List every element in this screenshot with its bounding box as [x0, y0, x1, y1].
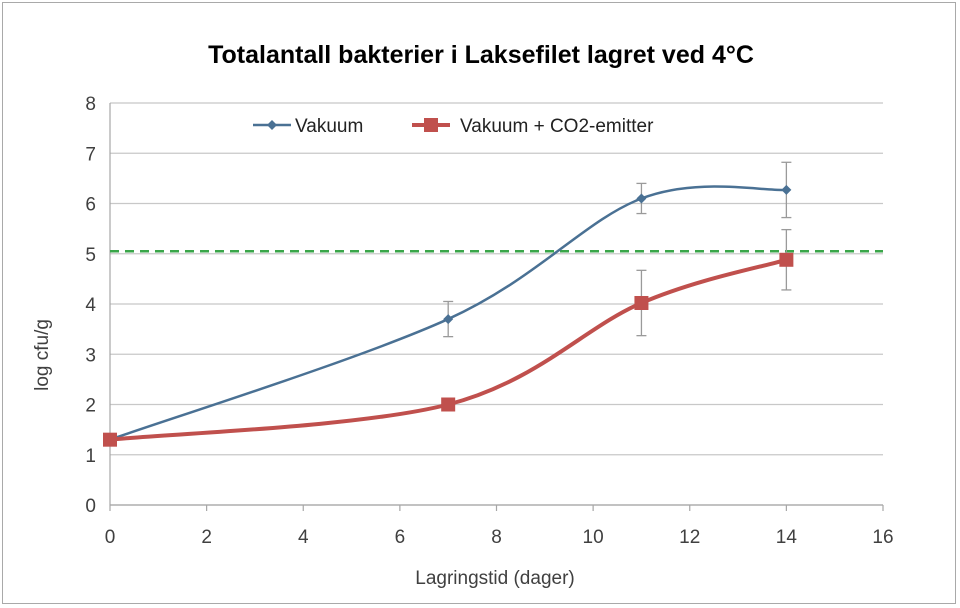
marker-vakuum-2 [636, 193, 647, 204]
legend-label-vakuum: Vakuum [295, 116, 363, 137]
legend-label-vakuum-co2: Vakuum + CO2-emitter [460, 116, 654, 137]
series-line-vakuum [109, 185, 787, 441]
x-tick-label-10: 10 [583, 527, 604, 548]
marker-vakuum-3 [781, 184, 792, 195]
x-tick-label-2: 2 [201, 527, 212, 548]
y-tick-label-2: 2 [85, 396, 96, 417]
legend-marker-vakuum-co2 [424, 118, 438, 132]
y-tick-label-3: 3 [85, 345, 96, 366]
x-tick-label-14: 14 [776, 527, 798, 548]
y-tick-label-4: 4 [85, 295, 96, 316]
y-tick-label-8: 8 [85, 94, 96, 115]
x-tick-label-6: 6 [395, 527, 406, 548]
chart-title: Totalantall bakterier i Laksefilet lagre… [208, 41, 754, 69]
legend-marker-vakuum [267, 120, 277, 130]
series-line-vakuum-co2 [109, 257, 787, 442]
y-tick-label-7: 7 [85, 144, 96, 165]
marker-vakuum-co2-2 [634, 295, 649, 310]
x-tick-label-16: 16 [872, 527, 893, 548]
y-tick-label-1: 1 [85, 446, 96, 467]
y-tick-label-6: 6 [85, 195, 96, 216]
marker-vakuum-co2-1 [441, 397, 456, 412]
y-tick-label-0: 0 [85, 496, 96, 517]
x-tick-label-4: 4 [298, 527, 309, 548]
marker-vakuum-co2-0 [103, 432, 117, 447]
marker-vakuum-1 [443, 314, 454, 325]
y-tick-label-5: 5 [85, 245, 96, 266]
x-axis-label: Lagringstid (dager) [415, 568, 574, 589]
gridlines [110, 102, 883, 506]
x-tick-label-0: 0 [105, 527, 116, 548]
marker-vakuum-co2-3 [779, 252, 794, 267]
series-group [103, 161, 794, 447]
x-tick-label-8: 8 [491, 527, 502, 548]
x-tick-label-12: 12 [679, 527, 700, 548]
y-axis-label: log cfu/g [32, 319, 53, 391]
legend: Vakuum Vakuum + CO2-emitter [253, 116, 654, 137]
